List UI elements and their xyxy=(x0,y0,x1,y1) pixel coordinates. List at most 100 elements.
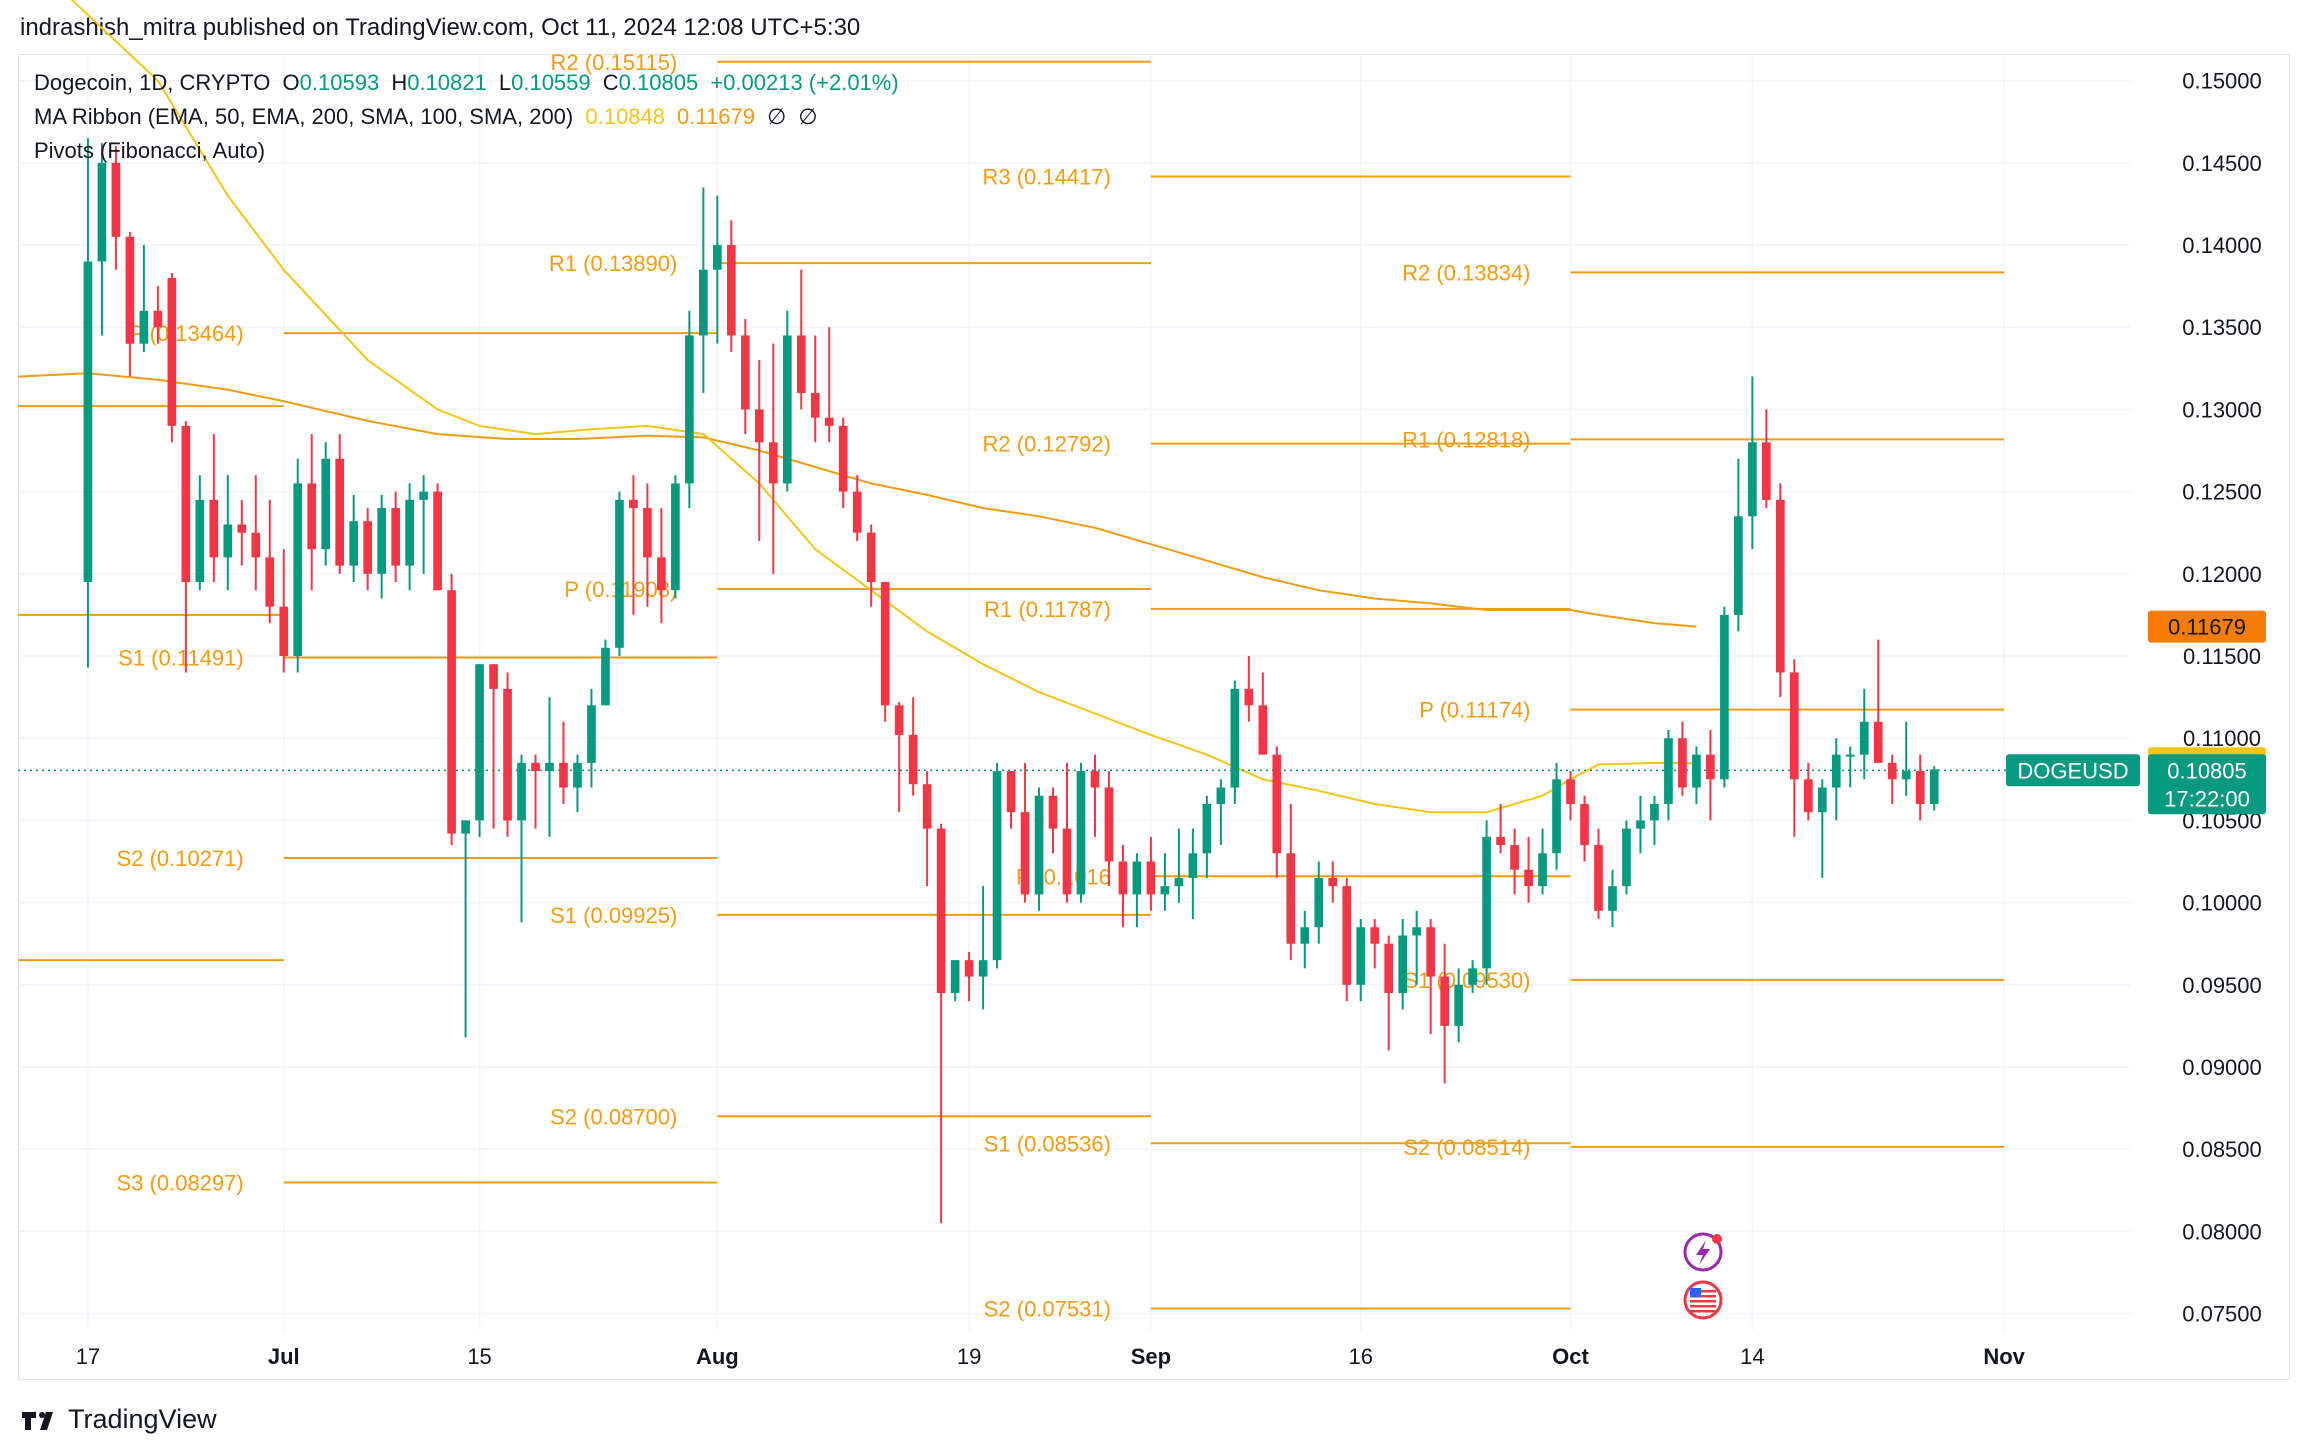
footer-brand-text: TradingView xyxy=(68,1404,217,1434)
candle-body xyxy=(111,162,121,237)
candle-body xyxy=(1202,803,1212,854)
footer-brand[interactable]: TradingView xyxy=(20,1404,217,1435)
candle-body xyxy=(1873,721,1883,763)
x-tick-label: 16 xyxy=(1348,1344,1372,1369)
candle-body xyxy=(83,261,93,583)
candle-body xyxy=(601,647,610,706)
candle-body xyxy=(293,483,303,657)
candle-body xyxy=(1580,803,1589,846)
legend-ma-value-1: 0.10848 xyxy=(585,104,665,129)
candles xyxy=(83,138,1939,1224)
candle-body xyxy=(1831,754,1841,788)
candle-body xyxy=(531,762,540,772)
legend-ma-value-4: ∅ xyxy=(798,104,818,129)
candle-body xyxy=(866,532,876,583)
legend-row-symbol[interactable]: Dogecoin, 1D, CRYPTO O0.10593 H0.10821 L… xyxy=(34,70,905,96)
candle-body xyxy=(377,508,386,574)
legend-pivots-title[interactable]: Pivots (Fibonacci, Auto) xyxy=(34,138,266,163)
candle-body xyxy=(433,491,442,591)
legend-ma-value-2: 0.11679 xyxy=(677,104,755,129)
candle-body xyxy=(643,508,652,558)
candle-body xyxy=(489,664,498,689)
pivot-levels: R2 (0.15115) R1 (0.13890) P (0.13464) P (0.… xyxy=(18,50,2005,1321)
candle-body xyxy=(1734,516,1743,615)
pivot-label: S1 (0.11491) xyxy=(118,645,244,670)
x-tick-label: Nov xyxy=(1983,1344,2025,1369)
candle-body xyxy=(1356,927,1366,985)
legend-change: +0.00213 (+2.01%) xyxy=(710,70,899,95)
x-tick-label: 17 xyxy=(76,1344,100,1369)
candle-body xyxy=(1594,845,1603,911)
pivot-label: S2 (0.10271) xyxy=(117,846,244,871)
y-tick-label: 0.07500 xyxy=(2182,1302,2262,1327)
candle-body xyxy=(1244,688,1254,706)
candle-body xyxy=(1216,787,1226,804)
candle-body xyxy=(754,409,764,443)
candle-body xyxy=(587,705,596,763)
candle-body xyxy=(419,491,428,500)
candle-body xyxy=(223,524,233,558)
y-tick-label: 0.08000 xyxy=(2182,1219,2262,1244)
legend-ma-value-3: ∅ xyxy=(767,104,787,129)
candle-body xyxy=(838,425,848,492)
ma-ribbon xyxy=(17,0,2130,814)
candle-body xyxy=(1706,754,1715,780)
candle-body xyxy=(1692,754,1701,788)
candle-body xyxy=(685,335,694,484)
candle-body xyxy=(363,521,373,574)
legend-ma-title[interactable]: MA Ribbon (EMA, 50, EMA, 200, SMA, 100, … xyxy=(34,104,574,129)
candle-body xyxy=(1664,738,1673,804)
candle-body xyxy=(1748,442,1757,517)
candle-body xyxy=(950,960,960,994)
candle-body xyxy=(657,557,666,591)
candle-body xyxy=(1496,836,1505,846)
us-flag-icon xyxy=(1683,1280,1723,1320)
legend-close-value: 0.10805 xyxy=(618,70,699,95)
candle-body xyxy=(391,508,400,566)
candle-body xyxy=(209,499,219,558)
candle-body xyxy=(964,960,974,977)
candle-body xyxy=(1300,927,1310,944)
legend-row-ma[interactable]: MA Ribbon (EMA, 50, EMA, 200, SMA, 100, … xyxy=(34,104,824,130)
candle-body xyxy=(1789,672,1799,780)
pivot-label: S2 (0.08514) xyxy=(1403,1135,1530,1160)
y-tick-label: 0.13000 xyxy=(2182,397,2262,422)
candle-body xyxy=(1006,771,1016,813)
candle-body xyxy=(768,442,778,484)
candle-body xyxy=(153,310,163,328)
y-tick-label: 0.15000 xyxy=(2182,69,2262,94)
price-tag xyxy=(2148,754,2266,815)
candle-body xyxy=(1146,861,1156,895)
y-tick-label: 0.13500 xyxy=(2182,315,2262,340)
x-tick-label: Aug xyxy=(696,1344,739,1369)
candle-body xyxy=(195,499,205,583)
candle-body xyxy=(908,734,918,785)
candle-body xyxy=(1426,927,1435,977)
y-tick-label: 0.14500 xyxy=(2182,151,2262,176)
publisher-line: indrashish_mitra published on TradingVie… xyxy=(20,14,861,41)
legend-symbol[interactable]: Dogecoin, 1D, CRYPTO xyxy=(34,70,271,95)
candle-body xyxy=(1412,927,1422,936)
candle-body xyxy=(1104,787,1114,862)
candle-body xyxy=(1887,762,1897,780)
pivot-label: R2 (0.13834) xyxy=(1402,260,1530,285)
legend-open-label: O xyxy=(282,70,300,95)
candle-body xyxy=(279,606,289,657)
candle-body xyxy=(1608,886,1617,911)
pivot-label: R3 (0.14417) xyxy=(983,164,1111,189)
candle-body xyxy=(559,762,568,788)
price-tag-countdown: 17:22:00 xyxy=(2164,786,2250,811)
candle-body xyxy=(740,335,750,410)
candle-body xyxy=(1258,705,1268,755)
candle-body xyxy=(1160,886,1170,895)
candle-body xyxy=(181,425,191,583)
price-tag-text: 0.11679 xyxy=(2168,615,2246,640)
pivot-label: S1 (0.08536) xyxy=(984,1131,1111,1156)
pivot-label: S1 (0.09925) xyxy=(550,903,677,928)
ma-slow-line xyxy=(17,372,1697,628)
symbol-tag-text: DOGEUSD xyxy=(2017,758,2128,783)
pivot-label: S2 (0.08700) xyxy=(550,1104,677,1129)
legend-row-pivots[interactable]: Pivots (Fibonacci, Auto) xyxy=(34,138,271,164)
candle-body xyxy=(1775,499,1785,673)
